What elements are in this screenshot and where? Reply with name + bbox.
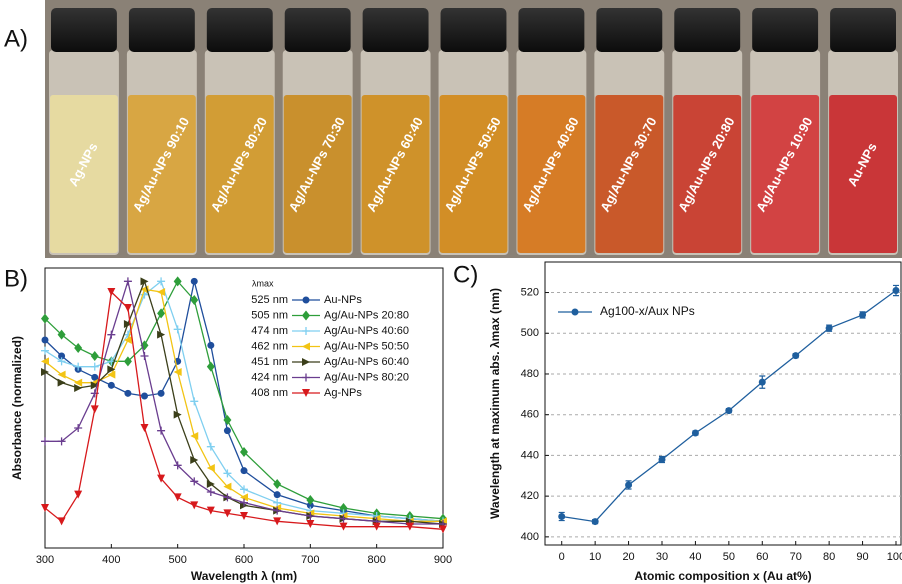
legend-label: Ag100-x/Aux NPs bbox=[600, 304, 695, 318]
vial-cap bbox=[51, 8, 117, 52]
x-axis-label: Atomic composition x (Au at%) bbox=[634, 569, 811, 583]
vial-cap bbox=[285, 8, 351, 52]
x-tick-label: 700 bbox=[301, 554, 319, 566]
legend-label: Ag/Au-NPs 20:80 bbox=[324, 309, 409, 321]
y-axis-label: Wavelength at maximum abs. λmax (nm) bbox=[488, 288, 502, 519]
marker bbox=[692, 430, 699, 437]
x-tick-label: 100 bbox=[887, 551, 902, 563]
legend-value: 424 nm bbox=[251, 371, 288, 383]
x-tick-label: 30 bbox=[656, 551, 668, 563]
y-tick-label: 400 bbox=[521, 531, 539, 543]
x-tick-label: 80 bbox=[823, 551, 835, 563]
x-axis-label: Wavelength λ (nm) bbox=[191, 569, 297, 583]
marker bbox=[158, 390, 165, 397]
y-tick-label: 500 bbox=[521, 327, 539, 339]
marker bbox=[124, 390, 131, 397]
charts: 300400500600700800900Wavelength λ (nm)Ab… bbox=[4, 261, 902, 583]
marker bbox=[207, 342, 214, 349]
marker bbox=[892, 287, 899, 294]
legend-title: λmax bbox=[252, 278, 274, 288]
panel-label: C) bbox=[453, 261, 478, 288]
y-tick-label: 460 bbox=[521, 409, 539, 421]
legend-value: 462 nm bbox=[251, 340, 288, 352]
legend-label: Ag/Au-NPs 40:60 bbox=[324, 325, 409, 337]
photo: Ag-NPsAg/Au-NPs 90:10Ag/Au-NPs 80:20Ag/A… bbox=[49, 8, 898, 255]
x-tick-label: 800 bbox=[367, 554, 385, 566]
x-tick-label: 60 bbox=[756, 551, 768, 563]
marker bbox=[725, 407, 732, 414]
legend-value: 525 nm bbox=[251, 294, 288, 306]
chart-panel: 400 420 440 460 480 500 520 0 10 20 30 40 50 60 70 80 90… bbox=[453, 261, 902, 583]
chart-panel: 300 400 500 600 700 800 900 Wavelength λ (nm) Ab… bbox=[4, 265, 452, 583]
legend-value: 408 nm bbox=[251, 387, 288, 399]
vial-cap bbox=[363, 8, 429, 52]
x-tick-label: 0 bbox=[559, 551, 565, 563]
legend-label: Ag/Au-NPs 80:20 bbox=[324, 371, 409, 383]
panel-label: B) bbox=[4, 265, 28, 292]
x-tick-label: 70 bbox=[790, 551, 802, 563]
x-tick-label: 10 bbox=[589, 551, 601, 563]
marker bbox=[274, 491, 281, 498]
marker bbox=[224, 427, 231, 434]
legend-value: 451 nm bbox=[251, 356, 288, 368]
marker bbox=[191, 278, 198, 285]
marker bbox=[42, 337, 49, 344]
marker bbox=[572, 309, 579, 316]
x-tick-label: 500 bbox=[168, 554, 186, 566]
legend-value: 505 nm bbox=[251, 309, 288, 321]
marker bbox=[592, 518, 599, 525]
x-tick-label: 50 bbox=[723, 551, 735, 563]
marker bbox=[303, 297, 310, 304]
vial-cap bbox=[674, 8, 740, 52]
vial-cap bbox=[129, 8, 195, 52]
vial-cap bbox=[752, 8, 818, 52]
vial-cap bbox=[830, 8, 896, 52]
marker bbox=[141, 393, 148, 400]
x-tick-label: 90 bbox=[856, 551, 868, 563]
vial-cap bbox=[518, 8, 584, 52]
marker bbox=[792, 352, 799, 359]
marker bbox=[826, 325, 833, 332]
marker bbox=[558, 513, 565, 520]
x-tick-label: 40 bbox=[689, 551, 701, 563]
vial-cap bbox=[596, 8, 662, 52]
y-tick-label: 480 bbox=[521, 368, 539, 380]
legend-label: Ag/Au-NPs 50:50 bbox=[324, 340, 409, 352]
marker bbox=[759, 379, 766, 386]
marker bbox=[859, 311, 866, 318]
legend-value: 474 nm bbox=[251, 325, 288, 337]
legend-label: Ag-NPs bbox=[324, 387, 362, 399]
legend-label: Ag/Au-NPs 60:40 bbox=[324, 356, 409, 368]
y-tick-label: 520 bbox=[521, 286, 539, 298]
marker bbox=[108, 382, 115, 389]
x-tick-label: 600 bbox=[235, 554, 253, 566]
figure: Ag-NPsAg/Au-NPs 90:10Ag/Au-NPs 80:20Ag/A… bbox=[0, 0, 902, 584]
panel-label: A) bbox=[4, 25, 28, 52]
vial-cap bbox=[441, 8, 507, 52]
x-tick-label: 400 bbox=[102, 554, 120, 566]
x-tick-label: 20 bbox=[622, 551, 634, 563]
x-tick-label: 900 bbox=[434, 554, 452, 566]
marker bbox=[658, 456, 665, 463]
y-tick-label: 440 bbox=[521, 449, 539, 461]
x-tick-label: 300 bbox=[36, 554, 54, 566]
marker bbox=[241, 467, 248, 474]
marker bbox=[625, 481, 632, 488]
plot-area bbox=[545, 262, 901, 545]
y-tick-label: 420 bbox=[521, 490, 539, 502]
vial-cap bbox=[207, 8, 273, 52]
y-axis-label: Absorbance (normalized) bbox=[10, 336, 24, 480]
legend-label: Au-NPs bbox=[324, 294, 362, 306]
